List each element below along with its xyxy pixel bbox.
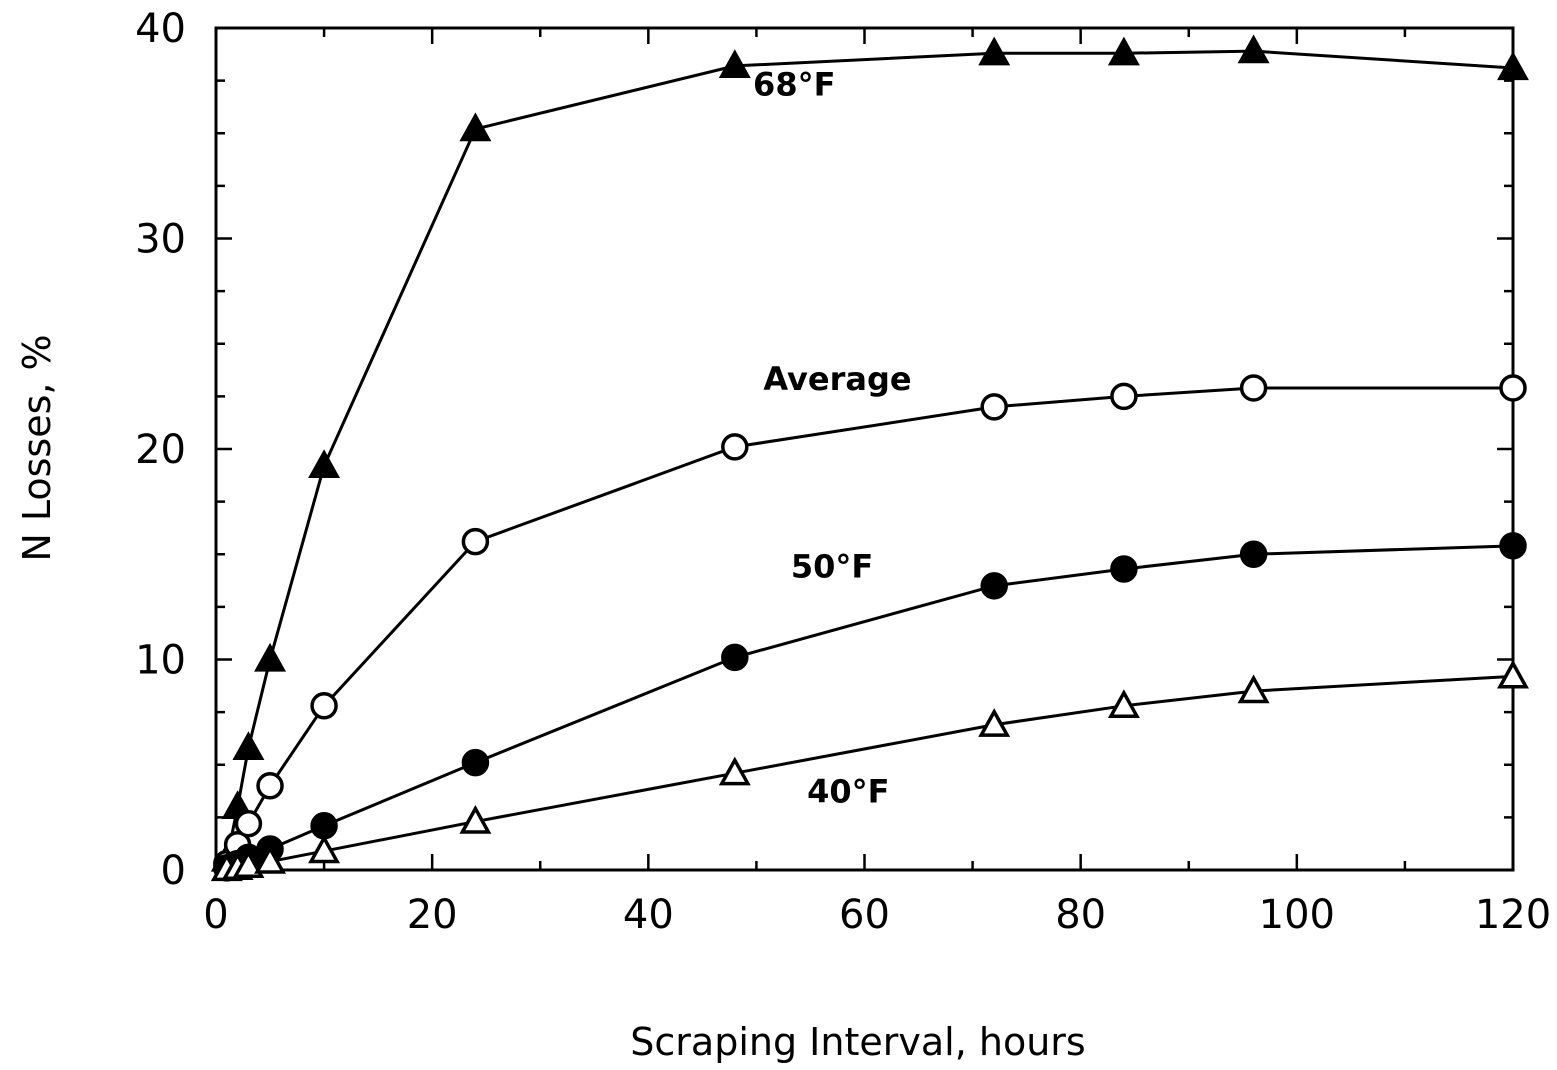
data-point — [1107, 689, 1140, 718]
data-point — [232, 849, 265, 878]
x-tick-label: 80 — [1055, 892, 1106, 938]
x-tick-label: 40 — [623, 892, 674, 938]
data-point — [256, 772, 284, 800]
data-point — [1239, 374, 1268, 402]
plot-frame — [214, 26, 1515, 872]
data-point — [1239, 540, 1268, 568]
series-label: 50°F — [791, 547, 873, 585]
x-tick-label: 120 — [1475, 892, 1551, 938]
data-point — [978, 708, 1011, 737]
series-0 — [210, 34, 1529, 872]
data-point — [308, 449, 341, 478]
x-tick-label: 20 — [407, 892, 458, 938]
series-label: 40°F — [807, 773, 889, 811]
data-point — [234, 809, 263, 838]
data-point — [1499, 374, 1527, 402]
data-point — [718, 49, 751, 79]
data-point — [459, 804, 492, 834]
data-point — [1107, 36, 1140, 66]
data-point — [254, 642, 287, 672]
data-point — [1237, 674, 1270, 704]
x-tick-label: 100 — [1259, 892, 1335, 938]
data-point — [721, 643, 749, 672]
data-point — [1499, 532, 1527, 560]
x-tick-label: 60 — [839, 892, 890, 938]
y-tick-label: 20 — [135, 427, 186, 473]
y-tick-label: 40 — [135, 6, 186, 52]
y-tick-label: 10 — [135, 638, 186, 684]
data-point — [718, 756, 751, 786]
data-point — [1110, 382, 1138, 411]
data-point — [721, 433, 749, 461]
data-point — [461, 748, 490, 777]
x-tick-label: 0 — [203, 892, 228, 938]
data-point — [1237, 34, 1270, 64]
data-point — [308, 834, 341, 864]
data-point — [980, 393, 1008, 421]
y-tick-label: 0 — [161, 848, 186, 894]
labels-layer: 68°F Average 50°F 40°F — [753, 65, 912, 810]
series-2 — [213, 532, 1527, 882]
y-axis-title: N Losses, % — [15, 334, 59, 561]
data-point — [310, 692, 338, 720]
axes: 0 20 40 60 80 100 120 0 10 20 30 40 — [135, 6, 1551, 938]
data-point — [978, 36, 1011, 66]
data-point — [459, 112, 492, 142]
y-tick-label: 30 — [135, 217, 186, 263]
series-line — [225, 49, 1514, 860]
series-label: Average — [763, 360, 911, 398]
data-point — [980, 572, 1008, 600]
series-3 — [210, 659, 1529, 882]
data-point — [232, 731, 265, 761]
data-point — [461, 527, 490, 556]
data-point — [1497, 51, 1529, 81]
series-layer — [210, 34, 1529, 882]
series-label: 68°F — [753, 65, 835, 103]
data-point — [1497, 659, 1529, 689]
data-point — [254, 844, 287, 874]
series-line — [226, 544, 1514, 870]
data-point — [1110, 555, 1138, 583]
data-point — [310, 812, 338, 840]
x-axis-title: Scraping Interval, hours — [630, 1020, 1085, 1064]
